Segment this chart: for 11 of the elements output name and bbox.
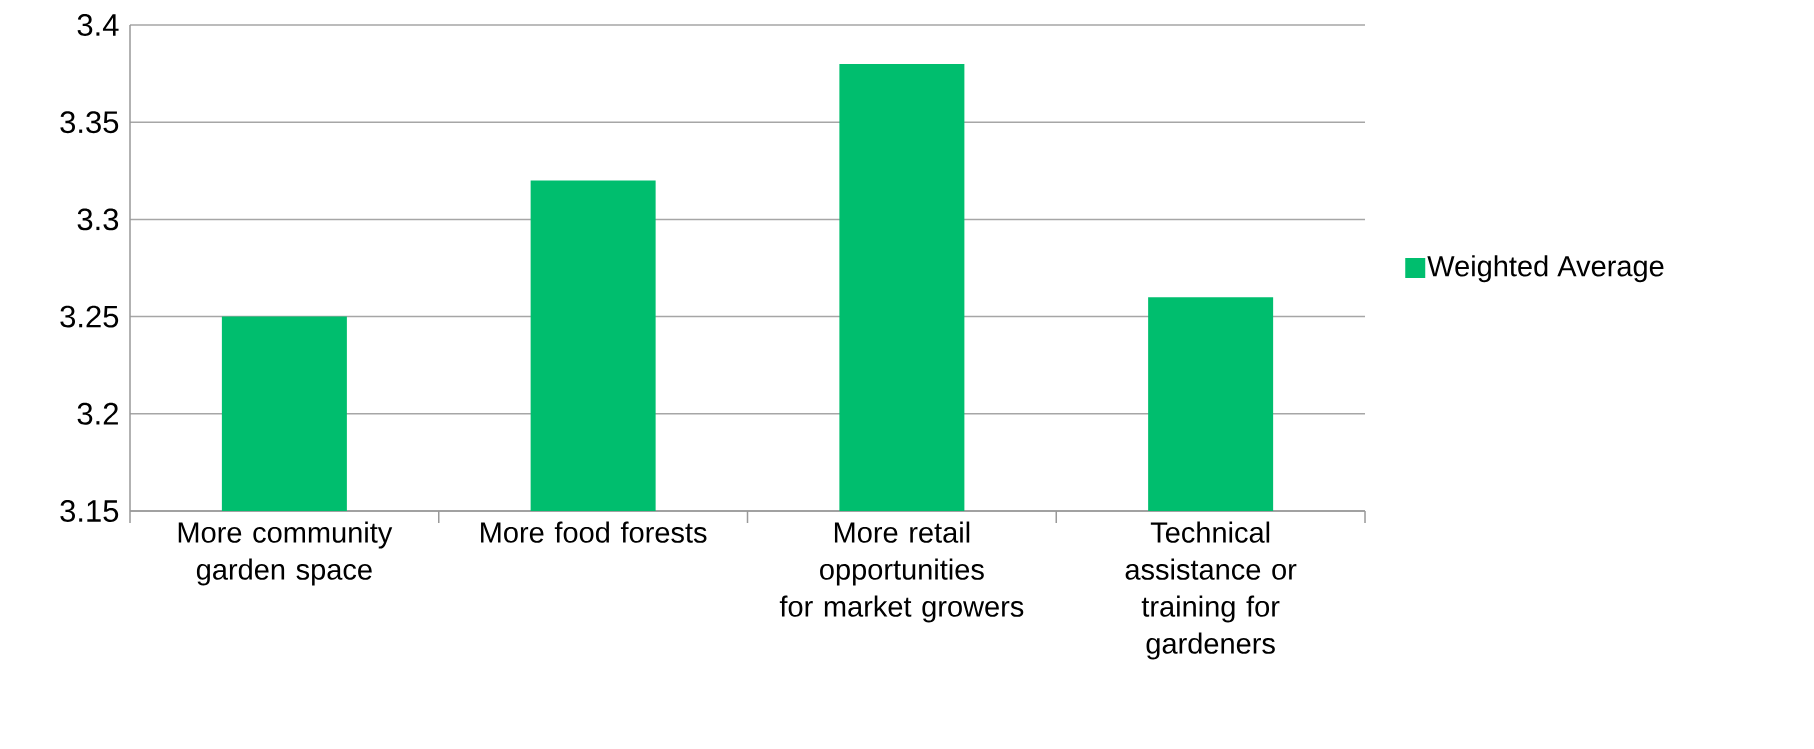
x-tick-label: More community garden space bbox=[178, 521, 393, 586]
y-tick-label: 3.15 bbox=[60, 500, 119, 522]
x-tick-label: Technical assistance or training for gardeners bbox=[1125, 521, 1297, 660]
x-tick-label: More retail opportunities for market growers bbox=[779, 521, 1024, 623]
y-tick-label: 3.4 bbox=[77, 14, 119, 36]
y-tick-label: 3.2 bbox=[77, 402, 118, 425]
y-tick-label: 3.25 bbox=[60, 305, 119, 328]
legend-label: Weighted Average bbox=[1427, 255, 1664, 283]
x-tick-label: More food forests bbox=[481, 521, 707, 543]
y-tick-label: 3.35 bbox=[60, 111, 119, 134]
y-tick-label: 3.3 bbox=[77, 208, 119, 231]
